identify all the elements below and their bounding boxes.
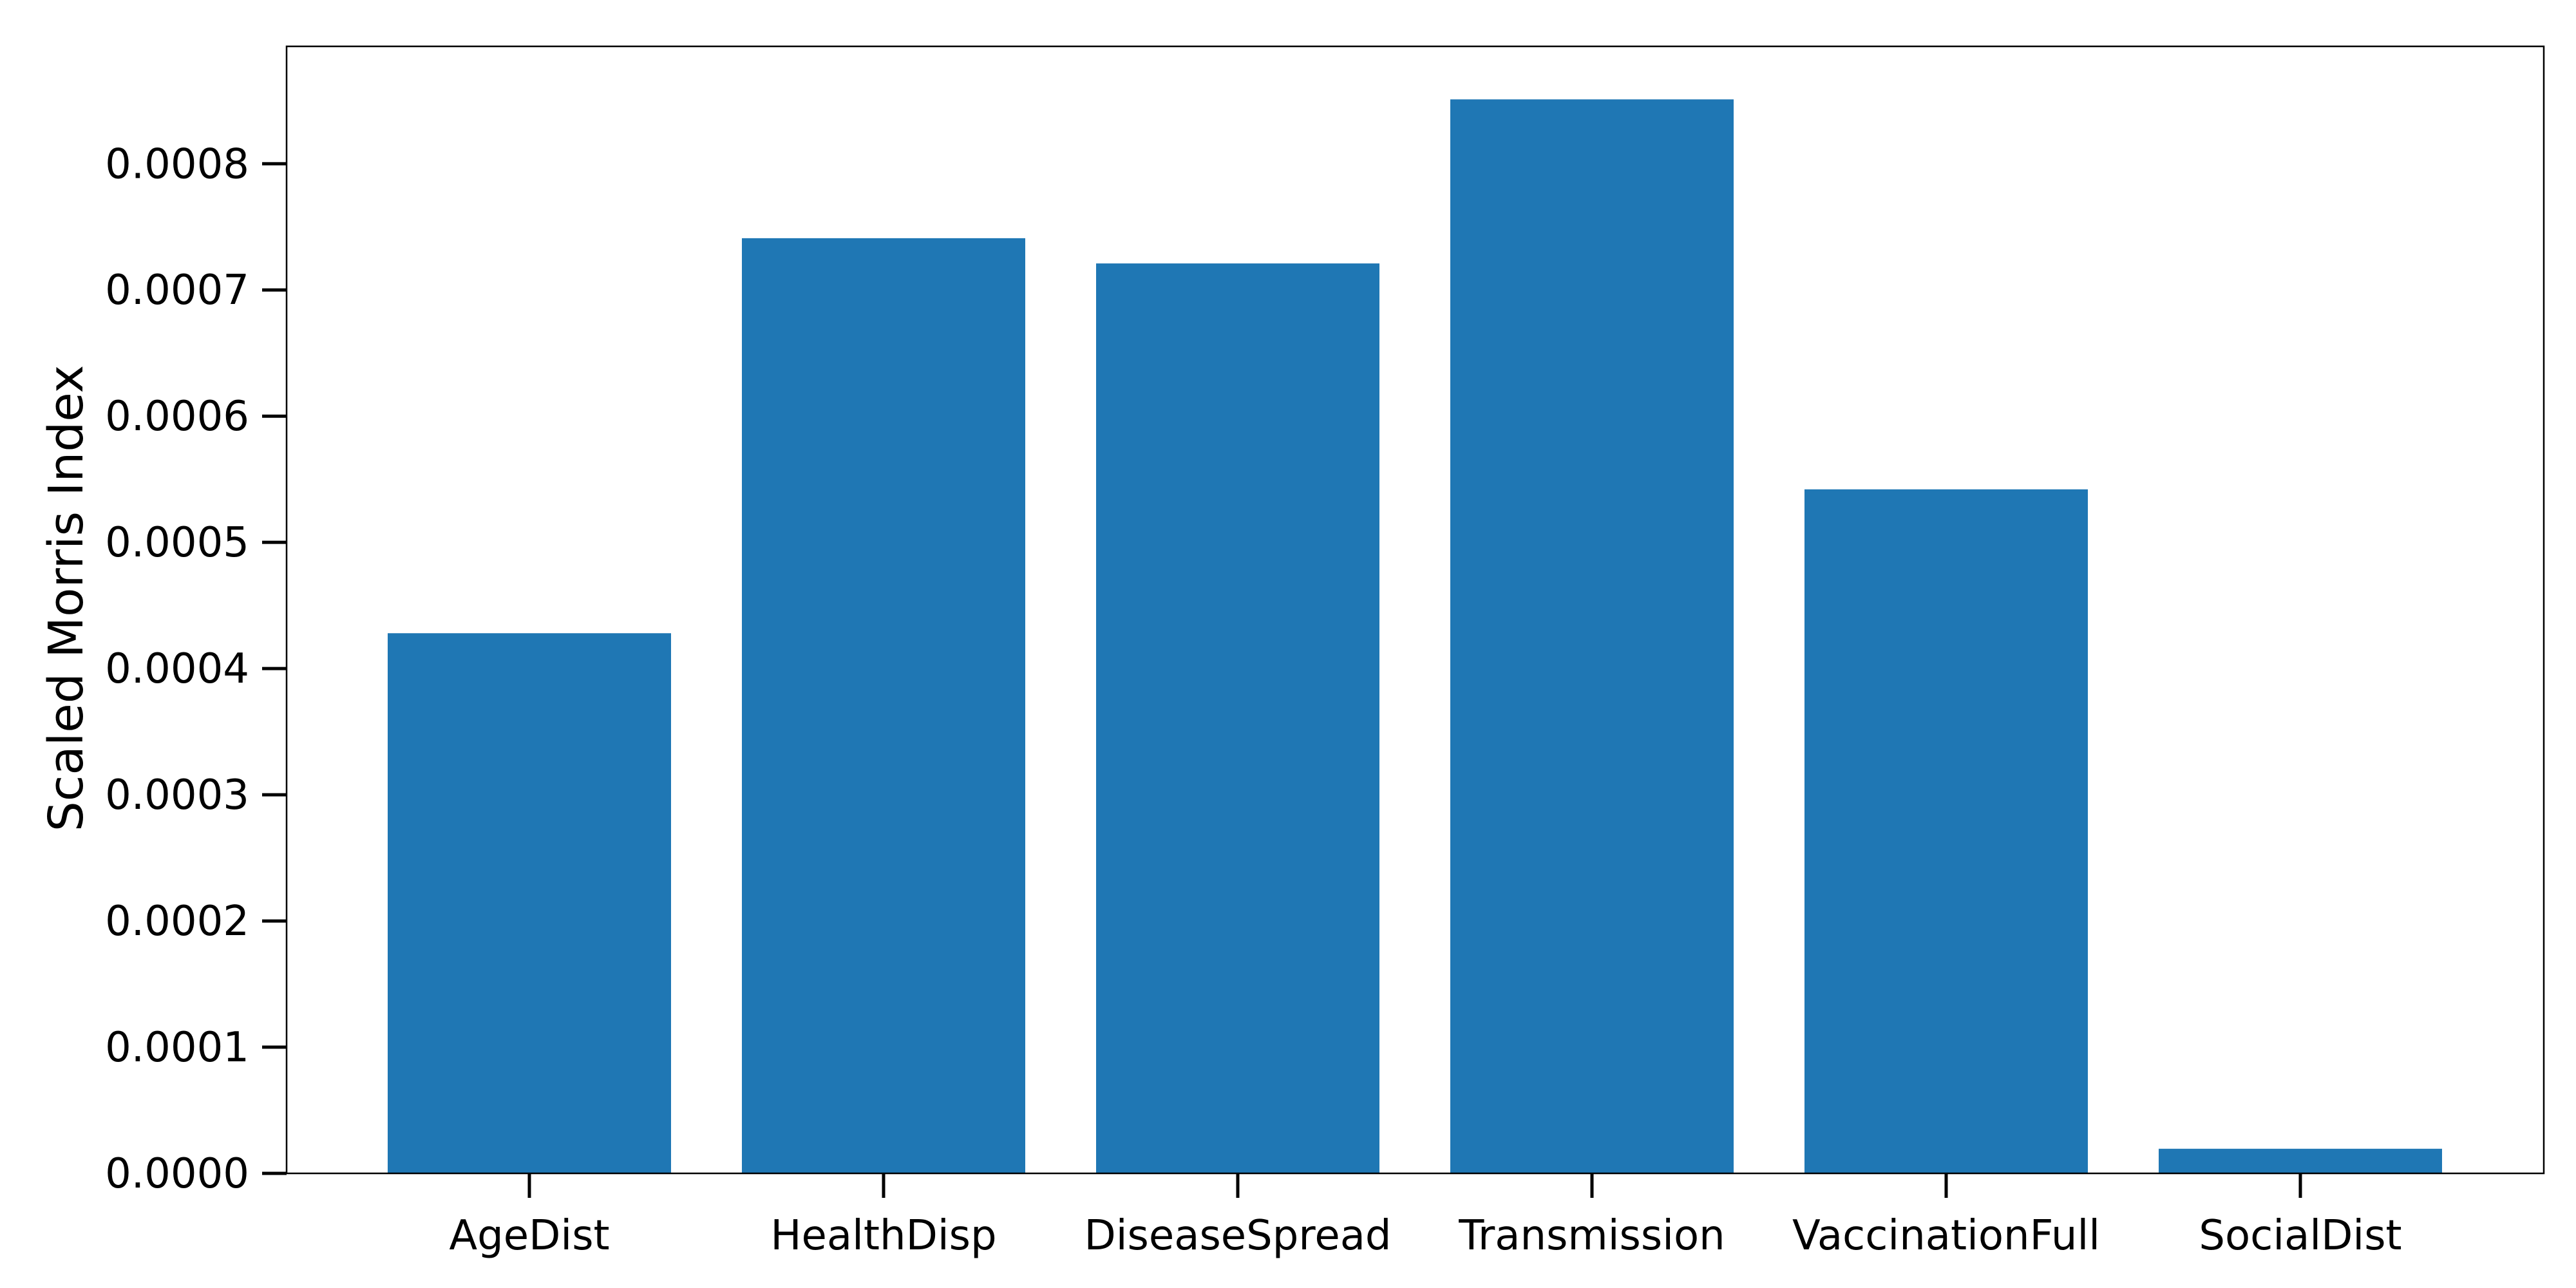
y-tick-label: 0.0007 xyxy=(105,267,249,314)
x-tick-label: HealthDisp xyxy=(770,1212,996,1260)
bar-healthdisp xyxy=(742,238,1025,1174)
y-tick-label: 0.0002 xyxy=(105,898,249,945)
y-axis-label: Scaled Morris Index xyxy=(39,365,94,832)
x-tick-label: DiseaseSpread xyxy=(1084,1212,1391,1260)
x-tick-label: Transmission xyxy=(1458,1212,1725,1260)
y-tick-label: 0.0000 xyxy=(105,1150,249,1198)
y-tick-label: 0.0006 xyxy=(105,393,249,440)
x-tick-label: AgeDist xyxy=(449,1212,609,1260)
x-axis: AgeDist HealthDisp DiseaseSpread Transmissi… xyxy=(449,1173,2402,1260)
y-tick-label: 0.0005 xyxy=(105,519,249,567)
plot-area-frame xyxy=(285,45,2545,1175)
bar-agedist xyxy=(388,633,671,1173)
bar-vaccinationfull xyxy=(1804,489,2088,1174)
y-tick-label: 0.0003 xyxy=(105,772,249,819)
x-tick-label: VaccinationFull xyxy=(1792,1212,2100,1260)
x-tick-label: SocialDist xyxy=(2199,1212,2401,1260)
y-tick-label: 0.0004 xyxy=(105,645,249,693)
y-axis: 0.0000 0.0001 0.0002 0.0003 0.0004 0.0005 0.00… xyxy=(105,140,287,1198)
bar-diseasespread xyxy=(1096,263,1379,1174)
bar-socialdist xyxy=(2159,1148,2442,1173)
y-tick-label: 0.0008 xyxy=(105,140,249,188)
y-tick-label: 0.0001 xyxy=(105,1024,249,1072)
bars-group xyxy=(388,99,2442,1174)
bar-transmission xyxy=(1450,99,1734,1173)
